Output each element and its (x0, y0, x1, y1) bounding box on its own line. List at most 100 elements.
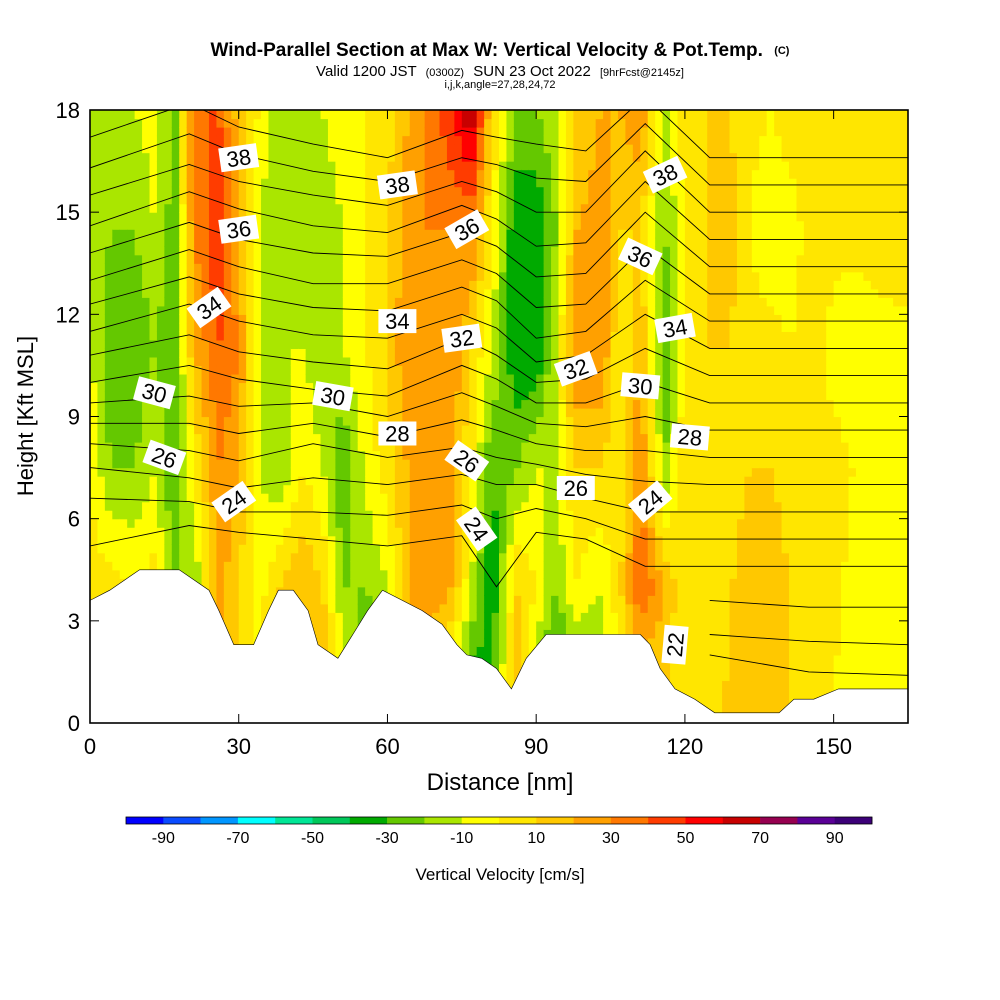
velocity-cell (350, 271, 359, 281)
velocity-cell (283, 535, 292, 545)
velocity-cell (588, 263, 597, 273)
velocity-cell (171, 118, 180, 128)
velocity-cell (112, 186, 121, 196)
velocity-cell (350, 178, 359, 188)
velocity-cell (357, 442, 366, 452)
velocity-cell (543, 433, 552, 443)
velocity-cell (335, 595, 344, 605)
velocity-cell (595, 416, 604, 426)
velocity-cell (313, 595, 322, 605)
velocity-cell (417, 297, 426, 307)
velocity-cell (246, 467, 255, 477)
velocity-cell (186, 493, 195, 503)
velocity-cell (164, 518, 173, 528)
velocity-cell (142, 493, 151, 503)
velocity-cell (246, 595, 255, 605)
velocity-cell (469, 169, 478, 179)
velocity-cell (298, 110, 307, 120)
velocity-cell (417, 110, 426, 120)
velocity-cell (208, 459, 218, 469)
velocity-cell (573, 118, 582, 128)
velocity-cell (253, 135, 262, 145)
velocity-cell (491, 339, 500, 349)
velocity-cell (484, 237, 493, 247)
velocity-cell (528, 390, 537, 401)
velocity-cell (499, 348, 508, 358)
velocity-cell (513, 390, 522, 401)
velocity-cell (424, 569, 433, 579)
velocity-cell (127, 322, 136, 332)
velocity-cell (112, 510, 121, 520)
velocity-cell (327, 348, 336, 358)
velocity-cell (149, 110, 158, 120)
velocity-cell (513, 484, 522, 494)
velocity-cell (394, 535, 403, 545)
velocity-cell (409, 127, 418, 137)
velocity-cell (499, 271, 508, 281)
velocity-cell (112, 561, 121, 571)
velocity-cell (551, 135, 560, 145)
velocity-cell (446, 510, 455, 520)
velocity-cell (454, 595, 463, 605)
velocity-cell (194, 152, 203, 162)
velocity-cell (194, 322, 203, 332)
velocity-cell (350, 135, 359, 145)
velocity-cell (104, 288, 113, 298)
velocity-cell (171, 271, 180, 281)
chart-title-mark: (C) (774, 45, 790, 57)
velocity-cell (565, 595, 574, 605)
velocity-cell (275, 365, 284, 375)
velocity-cell (90, 561, 99, 571)
velocity-cell (142, 212, 151, 222)
velocity-cell (446, 195, 455, 205)
velocity-cell (350, 527, 359, 537)
velocity-cell (387, 110, 396, 120)
velocity-cell (350, 399, 359, 409)
velocity-cell (238, 118, 247, 128)
velocity-cell (402, 288, 411, 298)
velocity-cell (469, 544, 478, 554)
velocity-cell (521, 399, 530, 409)
velocity-cell (290, 305, 299, 315)
velocity-cell (536, 603, 545, 613)
velocity-cell (409, 280, 418, 290)
velocity-cell (394, 263, 403, 273)
velocity-cell (201, 373, 210, 384)
velocity-cell (558, 152, 567, 162)
velocity-cell (469, 305, 478, 315)
velocity-cell (216, 263, 225, 273)
velocity-cell (335, 407, 344, 418)
velocity-cell (536, 246, 545, 256)
velocity-cell (104, 578, 113, 588)
velocity-cell (446, 620, 455, 630)
velocity-cell (565, 459, 574, 469)
velocity-cell (164, 527, 173, 537)
velocity-cell (290, 356, 299, 367)
velocity-cell (365, 271, 374, 281)
velocity-cell (513, 152, 522, 162)
velocity-cell (261, 493, 270, 503)
velocity-cell (499, 629, 508, 639)
velocity-cell (402, 144, 411, 154)
velocity-cell (484, 595, 493, 605)
velocity-cell (409, 382, 418, 392)
velocity-cell (439, 161, 448, 171)
velocity-cell (573, 348, 582, 358)
velocity-cell (298, 518, 307, 528)
velocity-cell (476, 144, 485, 154)
velocity-cell (208, 254, 218, 264)
velocity-cell (536, 331, 545, 341)
velocity-cell (327, 569, 336, 579)
velocity-cell (573, 212, 582, 222)
velocity-cell (402, 416, 411, 426)
velocity-cell (335, 425, 344, 435)
velocity-cell (380, 118, 389, 128)
velocity-cell (216, 322, 225, 332)
velocity-cell (513, 629, 522, 639)
velocity-cell (469, 442, 478, 452)
velocity-cell (424, 510, 433, 520)
velocity-cell (402, 254, 411, 264)
velocity-cell (134, 493, 143, 503)
velocity-cell (253, 425, 262, 435)
velocity-cell (551, 552, 560, 562)
